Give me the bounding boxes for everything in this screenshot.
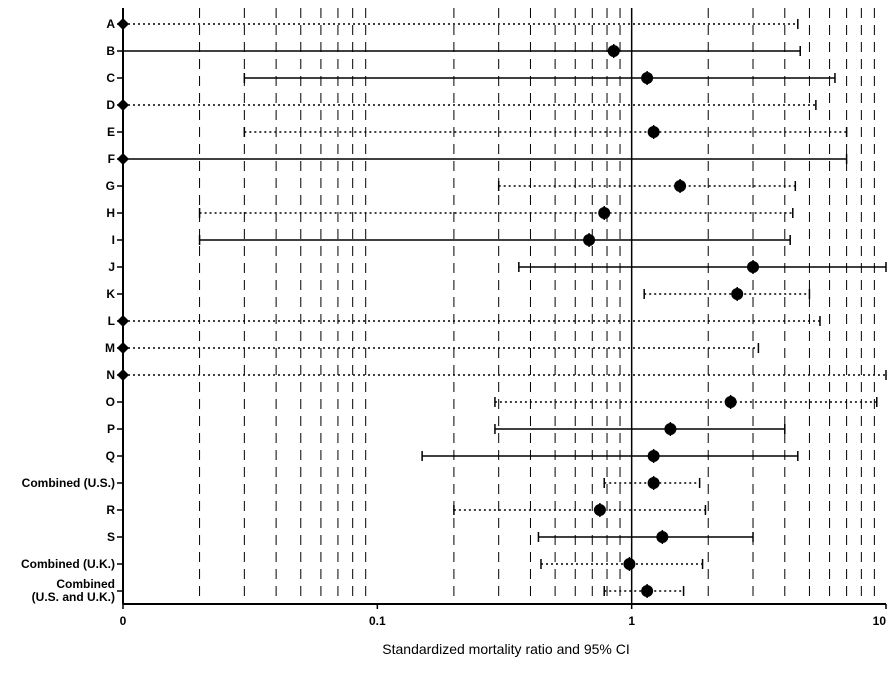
point-estimate (724, 396, 737, 408)
point-estimate (747, 261, 760, 273)
point-estimate (641, 585, 654, 597)
row-label: P (107, 422, 115, 436)
row-label: H (106, 206, 115, 220)
row-label: K (106, 287, 115, 301)
row-label: Combined (U.S.) (22, 476, 115, 490)
row-label: (U.S. and U.K.) (32, 590, 115, 604)
x-tick-label: 0 (120, 614, 127, 628)
row-label: R (106, 503, 115, 517)
point-estimate (593, 504, 606, 516)
row-label: Q (106, 449, 115, 463)
point-estimate (647, 126, 660, 138)
point-estimate (583, 234, 596, 246)
point-estimate (656, 531, 669, 543)
axes (122, 8, 886, 605)
row-label: O (106, 395, 115, 409)
x-tick-label: 10 (873, 614, 887, 628)
point-estimate-zero (117, 315, 129, 327)
row-label: N (106, 368, 115, 382)
x-tick-label: 0.1 (369, 614, 386, 628)
row-label: I (112, 233, 115, 247)
point-estimate (598, 207, 611, 219)
row-label: F (108, 152, 115, 166)
row-label: G (106, 179, 115, 193)
row-label: M (105, 341, 115, 355)
point-estimate (664, 423, 677, 435)
point-estimate (647, 450, 660, 462)
row-label: Combined (56, 577, 115, 591)
point-estimate-zero (117, 369, 129, 381)
row-label: Combined (U.K.) (21, 557, 115, 571)
x-tick-labels: 0 0.1 1 10 (120, 604, 887, 628)
row-label: D (106, 98, 115, 112)
point-estimate-zero (117, 153, 129, 165)
point-estimate (641, 72, 654, 84)
x-tick-label: 1 (628, 614, 635, 628)
row-label: C (106, 71, 115, 85)
row-label: S (107, 530, 115, 544)
point-estimate (731, 288, 744, 300)
point-estimate (607, 45, 620, 57)
point-estimate (674, 180, 687, 192)
row-label: A (106, 17, 115, 31)
row-label: L (108, 314, 115, 328)
point-estimate (623, 558, 636, 570)
point-estimate (647, 477, 660, 489)
point-estimate-zero (117, 342, 129, 354)
x-axis-label: Standardized mortality ratio and 95% CI (382, 641, 629, 657)
row-label: B (106, 44, 115, 58)
point-estimate-zero (117, 18, 129, 30)
row-label: E (107, 125, 115, 139)
gridlines (199, 8, 875, 604)
row-label: J (108, 260, 115, 274)
point-estimate-zero (117, 99, 129, 111)
